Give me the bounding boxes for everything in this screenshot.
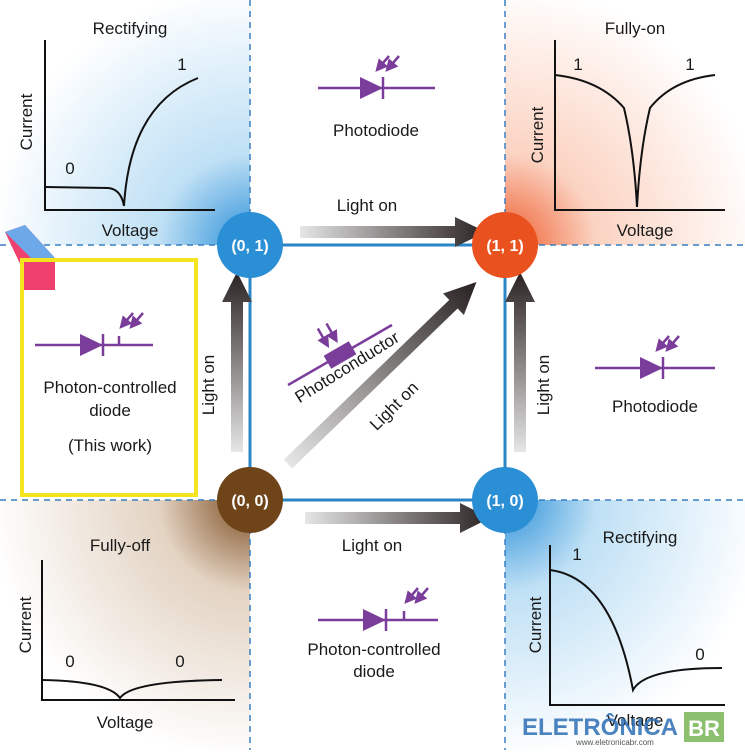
pointer-icon [5,225,55,262]
photoconductor-symbol [287,322,393,387]
axes [41,560,235,701]
watermark-badge: BR [688,716,720,741]
device-label: diode [353,662,395,681]
arrow [300,217,486,247]
node-label: (1, 1) [486,238,523,255]
panel-title: Fully-on [605,19,665,38]
axes [44,40,215,211]
y-axis-label: Current [17,93,36,150]
panel: Fully-off 0 0 Current Voltage [16,536,235,732]
watermark-brand: ELETRÔNICA [522,713,678,741]
device-label: Photodiode [612,397,698,416]
arrow [222,272,252,452]
state-label: 0 [65,159,74,178]
y-axis-label: Current [528,106,547,163]
transition-label: Light on [337,196,398,215]
arrow [505,272,535,452]
panel-bg [505,500,745,750]
panel-title: Rectifying [603,528,678,547]
node-label: (0, 1) [231,238,268,255]
state-label: 0 [695,645,704,664]
state-label: 0 [175,652,184,671]
watermark-badge-bg [684,712,724,742]
photodiode-symbol [318,55,435,99]
x-axis-label: Voltage [607,711,664,730]
transition-label: Light on [534,355,553,416]
photon-controlled-diode-symbol [35,312,153,356]
photon-controlled-diode-symbol [318,587,438,631]
curve [41,679,223,700]
axes [549,545,725,706]
highlight-label: diode [89,401,131,420]
node-label: (1, 0) [486,493,523,510]
device-label: Photodiode [333,121,419,140]
node-label: (0, 0) [231,493,268,510]
x-axis-label: Voltage [617,221,674,240]
arrow [283,281,477,469]
node: (1, 0) [472,467,538,533]
state-label: 1 [573,55,582,74]
panel: Rectifying 1 0 Current Voltage [17,19,215,240]
node: (1, 1) [472,212,538,278]
x-axis-label: Voltage [102,221,159,240]
state-label: 1 [685,55,694,74]
photodiode-symbol [595,335,715,379]
highlight-label: Photon-controlled [43,378,176,397]
axes [554,40,725,211]
highlight-note: (This work) [68,436,152,455]
state-label: 1 [572,545,581,564]
x-axis-label: Voltage [97,713,154,732]
node: (0, 0) [217,467,283,533]
transition-label: Light on [342,536,403,555]
panel-title: Rectifying [93,19,168,38]
panel-title: Fully-off [90,536,150,555]
arrow [305,503,490,533]
watermark-url: www.eletronicabr.com [575,738,654,747]
curve [554,74,716,208]
state-label: 0 [65,652,74,671]
y-axis-label: Current [526,596,545,653]
panel: Fully-on 1 1 Current Voltage [528,19,725,240]
device-label: Photon-controlled [307,640,440,659]
node: (0, 1) [217,212,283,278]
panel: Rectifying 1 0 Current Voltage [526,528,725,730]
highlight-box [20,258,198,497]
panel-bg [505,0,745,245]
curve [44,77,199,207]
y-axis-label: Current [16,596,35,653]
state-label: 1 [177,55,186,74]
curve [549,569,723,693]
transition-label: Light on [199,355,218,416]
